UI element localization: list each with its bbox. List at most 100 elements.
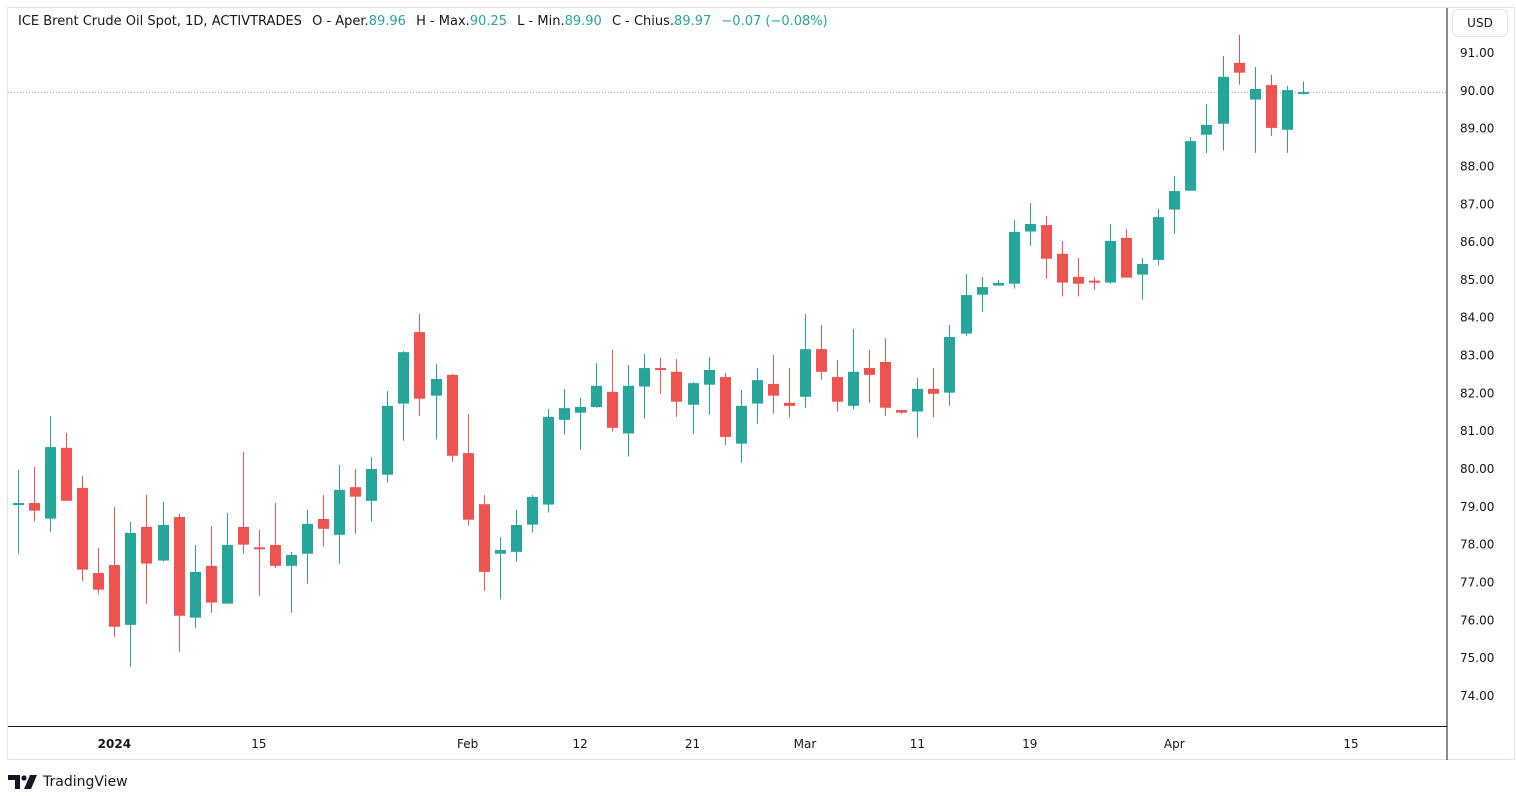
candle-up	[382, 391, 393, 483]
candle-down	[864, 349, 875, 403]
time-tick-label: 15	[1343, 737, 1358, 751]
candle-down	[655, 357, 666, 394]
candle-body	[559, 408, 570, 420]
candle-body	[816, 349, 827, 372]
candle-body	[382, 405, 393, 475]
candle-body	[1137, 264, 1148, 275]
candle-down	[607, 349, 618, 432]
symbol-title[interactable]: ICE Brent Crude Oil Spot, 1D, ACTIVTRADE…	[18, 14, 302, 29]
candle-down	[896, 410, 907, 414]
candle-down	[1121, 228, 1132, 278]
candle-body	[318, 518, 329, 529]
candle-body	[1234, 62, 1245, 73]
candle-body	[1089, 280, 1100, 283]
candle-up	[1282, 85, 1293, 153]
candle-body	[1185, 141, 1196, 191]
candle-down	[880, 338, 891, 416]
candle-down	[318, 495, 329, 547]
candle-body	[1025, 223, 1036, 232]
candle-body	[591, 385, 602, 407]
candle-body	[447, 374, 458, 456]
candle-up	[639, 354, 650, 419]
price-tick-label: 89.00	[1460, 122, 1494, 136]
candle-up	[495, 537, 506, 600]
candle-body	[1282, 90, 1293, 130]
candle-up	[1218, 56, 1229, 151]
time-tick-label: Mar	[794, 737, 817, 751]
candle-body	[495, 549, 506, 554]
candle-up	[1105, 223, 1116, 284]
candle-body	[61, 447, 72, 501]
candle-up	[591, 363, 602, 408]
candle-up	[1169, 175, 1180, 234]
time-tick-label: 21	[685, 737, 700, 751]
candle-down	[479, 495, 490, 591]
candle-down	[29, 467, 40, 522]
candle-up	[559, 388, 570, 435]
price-tick-label: 91.00	[1460, 46, 1494, 60]
candle-up	[45, 416, 56, 532]
time-tick-label: 19	[1022, 737, 1037, 751]
candle-body	[286, 554, 297, 566]
candle-body	[720, 377, 731, 437]
candle-down	[109, 507, 120, 637]
candle-up	[848, 329, 859, 410]
candle-body	[141, 526, 152, 564]
candle-down	[447, 373, 458, 462]
chart-frame	[7, 7, 1515, 760]
candle-down	[414, 313, 425, 416]
candle-down	[1234, 34, 1245, 85]
candle-up	[13, 470, 24, 554]
candle-up	[688, 382, 699, 434]
candle-up	[993, 279, 1004, 286]
time-axis[interactable]: 2024 15 Feb 12 21 Mar 11 19 Apr 15	[98, 737, 1359, 751]
candle-body	[864, 368, 875, 375]
candle-body	[1009, 231, 1020, 284]
price-tick-label: 84.00	[1460, 311, 1494, 325]
candle-body	[543, 416, 554, 505]
price-tick-label: 82.00	[1460, 386, 1494, 400]
candle-up	[158, 501, 169, 562]
candle-up	[1025, 203, 1036, 246]
candle-body	[366, 469, 377, 501]
tradingview-logo[interactable]: TradingView	[8, 774, 128, 790]
candle-up	[623, 365, 634, 457]
candle-body	[575, 406, 586, 413]
candle-body	[158, 524, 169, 561]
candle-up	[575, 397, 586, 450]
time-tick-label: Feb	[457, 737, 478, 751]
candle-body	[1298, 91, 1309, 94]
candle-body	[704, 369, 715, 385]
price-tick-label: 79.00	[1460, 500, 1494, 514]
candle-body	[1057, 253, 1068, 283]
candle-up	[800, 313, 811, 408]
candle-body	[1121, 237, 1132, 278]
candle-up	[511, 509, 522, 562]
candle-body	[896, 410, 907, 413]
candle-body	[302, 523, 313, 554]
candle-up	[736, 389, 747, 463]
chart-legend: ICE Brent Crude Oil Spot, 1D, ACTIVTRADE…	[18, 14, 828, 29]
candle-body	[109, 565, 120, 627]
candle-up	[752, 368, 763, 424]
candle-body	[45, 447, 56, 519]
candle-body	[880, 361, 891, 408]
candle-down	[93, 548, 104, 594]
candle-body	[398, 352, 409, 404]
candle-up	[912, 377, 923, 438]
candle-down	[77, 475, 88, 581]
brand-name: TradingView	[43, 774, 128, 790]
price-axis[interactable]: 74.00 75.00 76.00 77.00 78.00 79.00 80.00 81.00…	[1460, 46, 1494, 703]
candle-body	[77, 487, 88, 570]
candle-down	[254, 529, 265, 596]
candle-up	[190, 545, 201, 628]
candle-body	[479, 504, 490, 572]
candle-body	[190, 571, 201, 618]
candle-up	[1185, 136, 1196, 191]
close-label: C - Chius.	[611, 14, 675, 29]
time-tick-label: 2024	[98, 737, 131, 751]
candle-up	[1009, 220, 1020, 289]
tradingview-icon	[8, 775, 37, 789]
currency-button[interactable]: USD	[1452, 9, 1508, 37]
